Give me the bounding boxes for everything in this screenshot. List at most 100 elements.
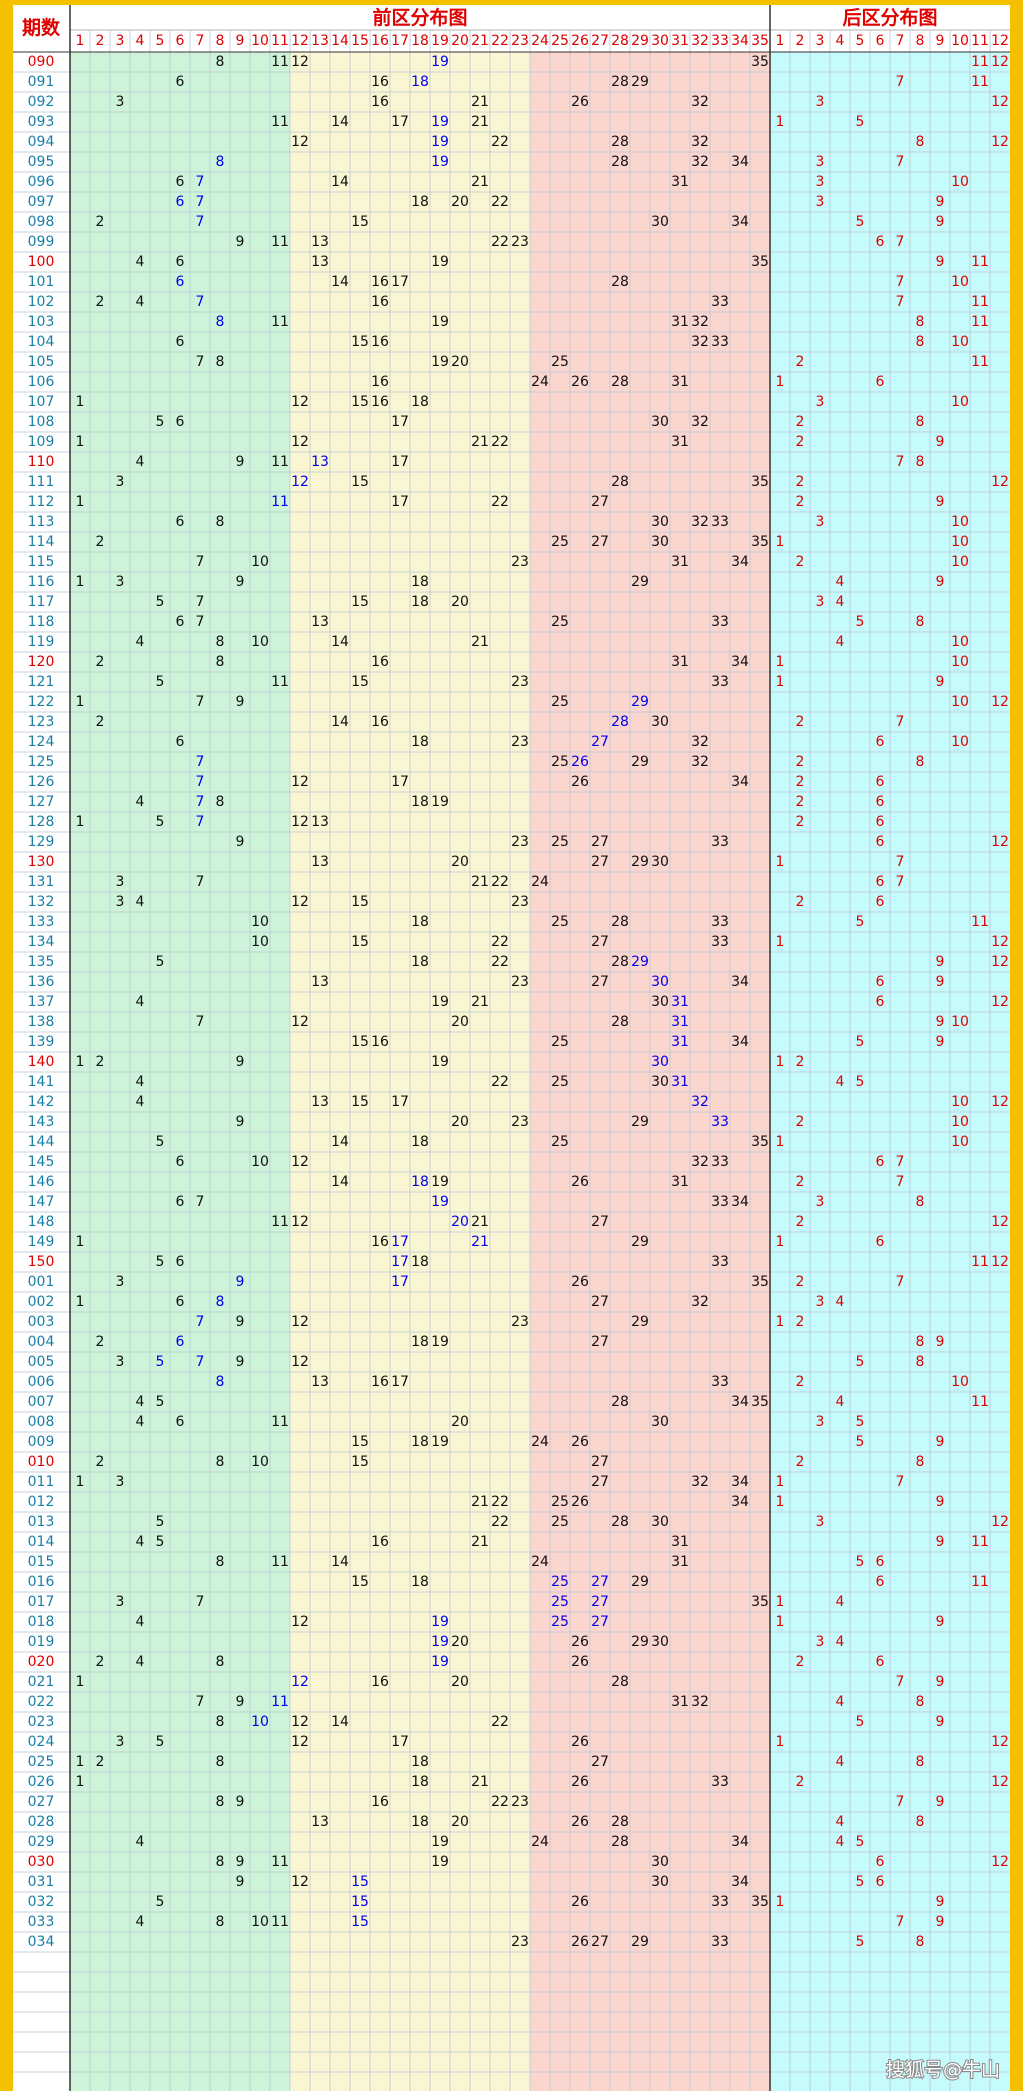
front-number: 22 [491, 954, 509, 970]
back-number: 3 [816, 94, 825, 110]
front-number: 30 [651, 1854, 669, 1870]
issue: 001 [28, 1274, 55, 1290]
front-number: 2 [96, 1054, 105, 1070]
front-number: 25 [551, 354, 569, 370]
back-number: 5 [856, 1834, 865, 1850]
back-number: 3 [816, 1194, 825, 1210]
front-number: 11 [271, 1554, 289, 1570]
front-number: 33 [711, 674, 729, 690]
front-number: 33 [711, 1894, 729, 1910]
front-number: 8 [216, 654, 225, 670]
front-number: 13 [311, 1094, 329, 1110]
issue: 019 [28, 1634, 55, 1650]
front-number: 8 [216, 1374, 225, 1390]
front-number: 20 [451, 1014, 469, 1030]
back-number: 3 [816, 394, 825, 410]
back-number: 5 [856, 114, 865, 130]
front-col-label: 4 [136, 33, 145, 49]
back-col-label: 7 [896, 33, 905, 49]
front-number: 23 [511, 1794, 529, 1810]
issue: 146 [28, 1174, 55, 1190]
front-number: 10 [251, 914, 269, 930]
back-number: 1 [776, 654, 785, 670]
back-col-label: 8 [916, 33, 925, 49]
back-number: 8 [916, 1334, 925, 1350]
front-number: 34 [731, 154, 749, 170]
front-number: 12 [291, 1014, 309, 1030]
issue: 015 [28, 1554, 55, 1570]
front-number: 31 [671, 174, 689, 190]
front-number: 1 [76, 1054, 85, 1070]
front-col-label: 14 [331, 33, 349, 49]
front-number: 4 [136, 294, 145, 310]
back-number: 9 [936, 674, 945, 690]
front-number: 30 [651, 1414, 669, 1430]
front-number: 7 [196, 754, 205, 770]
back-number: 2 [796, 754, 805, 770]
back-number: 9 [936, 1614, 945, 1630]
issue: 099 [28, 234, 55, 250]
issue: 098 [28, 214, 55, 230]
back-number: 11 [971, 1254, 989, 1270]
back-number: 2 [796, 1214, 805, 1230]
front-number: 3 [116, 1474, 125, 1490]
front-number: 34 [731, 1034, 749, 1050]
back-number: 2 [796, 1774, 805, 1790]
front-number: 1 [76, 434, 85, 450]
front-number: 27 [591, 494, 609, 510]
front-number: 4 [136, 1394, 145, 1410]
front-number: 18 [411, 954, 429, 970]
back-number: 6 [876, 1554, 885, 1570]
front-number: 28 [611, 274, 629, 290]
front-number: 33 [711, 1374, 729, 1390]
front-number: 5 [156, 1354, 165, 1370]
back-number: 12 [991, 994, 1009, 1010]
front-number: 3 [116, 894, 125, 910]
back-number: 8 [916, 1454, 925, 1470]
front-number: 33 [711, 294, 729, 310]
front-number: 19 [431, 1634, 449, 1650]
front-number: 21 [471, 634, 489, 650]
front-number: 28 [611, 1014, 629, 1030]
issue: 007 [28, 1394, 55, 1410]
front-number: 28 [611, 1394, 629, 1410]
back-number: 11 [971, 314, 989, 330]
front-number: 24 [531, 1554, 549, 1570]
front-number: 21 [471, 994, 489, 1010]
front-number: 11 [271, 1414, 289, 1430]
front-number: 17 [391, 1734, 409, 1750]
back-number: 2 [796, 414, 805, 430]
front-number: 30 [651, 1514, 669, 1530]
back-number: 1 [776, 1314, 785, 1330]
front-number: 22 [491, 1074, 509, 1090]
front-number: 29 [631, 954, 649, 970]
back-number: 11 [971, 1574, 989, 1590]
back-number: 10 [951, 634, 969, 650]
issue: 008 [28, 1414, 55, 1430]
back-number: 12 [991, 1214, 1009, 1230]
front-number: 19 [431, 1434, 449, 1450]
front-number: 4 [136, 1074, 145, 1090]
front-number: 7 [196, 1594, 205, 1610]
back-number: 7 [896, 874, 905, 890]
back-number: 6 [876, 794, 885, 810]
issue: 126 [28, 774, 55, 790]
front-number: 35 [751, 1134, 769, 1150]
front-number: 5 [156, 1734, 165, 1750]
front-number: 28 [611, 134, 629, 150]
front-number: 30 [651, 534, 669, 550]
front-number: 17 [391, 454, 409, 470]
front-number: 10 [251, 1914, 269, 1930]
front-number: 4 [136, 794, 145, 810]
back-number: 7 [896, 1174, 905, 1190]
back-number: 8 [916, 134, 925, 150]
issue: 012 [28, 1494, 55, 1510]
front-number: 27 [591, 1614, 609, 1630]
front-number: 9 [236, 1054, 245, 1070]
front-number: 3 [116, 1734, 125, 1750]
issue: 025 [28, 1754, 55, 1770]
front-number: 7 [196, 174, 205, 190]
back-number: 7 [896, 714, 905, 730]
back-number: 7 [896, 854, 905, 870]
front-number: 5 [156, 1134, 165, 1150]
